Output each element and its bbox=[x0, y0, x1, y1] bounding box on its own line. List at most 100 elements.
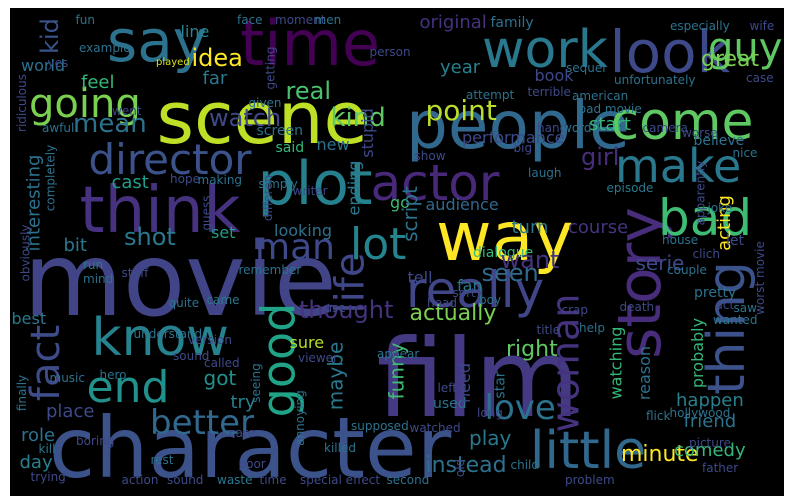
word-yes: yes bbox=[47, 56, 69, 70]
word-sound: sound bbox=[173, 349, 210, 363]
word-shot: shot bbox=[124, 223, 176, 251]
word-head: head bbox=[427, 296, 457, 310]
word-watched: watched bbox=[409, 421, 461, 435]
word-girl: girl bbox=[581, 143, 620, 171]
word-character: character bbox=[49, 399, 452, 496]
word-kid: kid bbox=[35, 18, 64, 54]
word-obviously: obviously bbox=[18, 224, 33, 282]
word-writer: writer bbox=[292, 184, 328, 198]
word-cloud: film movie character scene people time way thin… bbox=[10, 8, 784, 496]
word-sure: sure bbox=[289, 333, 325, 352]
word-help: help bbox=[579, 321, 605, 335]
word-role: role bbox=[21, 425, 56, 446]
word-set: set bbox=[211, 223, 236, 242]
word-picture: picture bbox=[689, 436, 731, 450]
word-guess: guess bbox=[199, 195, 214, 231]
word-title: title bbox=[536, 323, 560, 337]
word-left: left bbox=[437, 381, 457, 395]
word-house: house bbox=[662, 233, 699, 247]
word-men: men bbox=[314, 13, 342, 27]
word-pretty: pretty bbox=[694, 285, 737, 301]
word-kind: kind bbox=[330, 103, 386, 133]
word-stuff: stuff bbox=[121, 266, 149, 280]
word-supposed: supposed bbox=[351, 419, 409, 433]
word-used: used bbox=[433, 396, 467, 412]
word-time: time bbox=[240, 8, 381, 80]
word-long: long bbox=[477, 406, 503, 420]
word-viewer: viewer bbox=[298, 351, 338, 365]
word-ending: ending bbox=[343, 160, 363, 216]
word-seeing: seeing bbox=[248, 363, 263, 403]
word-face: face bbox=[237, 13, 263, 27]
word-action: action bbox=[121, 473, 159, 487]
word-said: said bbox=[275, 140, 305, 156]
word-play: play bbox=[469, 426, 512, 450]
word-hope: hope bbox=[170, 172, 200, 186]
word-looking: looking bbox=[274, 221, 333, 240]
word-boring: boring bbox=[76, 434, 115, 448]
word-want: want bbox=[500, 246, 560, 274]
word-use: use bbox=[324, 301, 346, 315]
word-episode: episode bbox=[606, 181, 654, 195]
word-day: day bbox=[19, 452, 53, 473]
word-big: big bbox=[513, 141, 533, 155]
word-rest: rest bbox=[150, 453, 174, 467]
word-american: american bbox=[572, 89, 629, 103]
word-go: go bbox=[390, 193, 410, 212]
word-special-effect: special effect bbox=[300, 473, 381, 487]
word-reason: reason bbox=[635, 345, 655, 401]
word-given: given bbox=[248, 96, 282, 110]
word-hero: hero bbox=[99, 368, 127, 382]
word-got: got bbox=[203, 366, 237, 390]
word-family: family bbox=[490, 15, 534, 31]
word-comedy: comedy bbox=[674, 440, 746, 461]
word-dialogue: dialogue bbox=[473, 245, 534, 261]
word-come: come bbox=[610, 92, 754, 152]
word-hand: hand bbox=[537, 121, 568, 135]
word-love: love bbox=[484, 388, 556, 428]
word-boy: boy bbox=[479, 293, 502, 307]
word-turn: turn bbox=[511, 217, 549, 238]
word-point: point bbox=[425, 94, 497, 127]
word-plot: plot bbox=[257, 149, 373, 219]
word-world: world bbox=[21, 56, 66, 75]
word-played: played bbox=[156, 57, 190, 68]
word-bad-movie: bad movie bbox=[578, 102, 642, 116]
word-clich: clich bbox=[692, 247, 720, 261]
word-happen: happen bbox=[676, 390, 744, 411]
word-case: case bbox=[746, 71, 774, 85]
word-real: real bbox=[285, 77, 331, 105]
word-minute: minute bbox=[621, 442, 699, 467]
word-joke: joke bbox=[707, 201, 733, 215]
word-fact: fact bbox=[23, 324, 70, 402]
word-going: going bbox=[29, 81, 141, 127]
word-worst-movie: worst movie bbox=[752, 241, 767, 315]
word-let: let bbox=[726, 233, 744, 249]
word-sequel: sequel bbox=[566, 61, 606, 75]
word-bad: bad bbox=[658, 189, 753, 247]
word-guy: guy bbox=[708, 25, 783, 71]
word-poor: poor bbox=[238, 457, 266, 471]
word-worse: worse bbox=[682, 126, 718, 140]
word-director: director bbox=[88, 135, 252, 184]
word-camera: camera bbox=[642, 121, 688, 135]
word-work: work bbox=[482, 20, 608, 80]
word-saw: saw bbox=[733, 301, 757, 315]
word-end: end bbox=[86, 362, 170, 413]
word-differen: differen bbox=[261, 174, 276, 222]
word-problem: problem bbox=[565, 473, 615, 487]
word-watch: watch bbox=[209, 104, 282, 132]
word-called: called bbox=[204, 356, 240, 370]
word-far: far bbox=[202, 68, 228, 89]
word-mean: mean bbox=[73, 109, 147, 139]
word-awful: awful bbox=[42, 121, 75, 135]
word-audience: audience bbox=[425, 195, 499, 214]
word-year: year bbox=[440, 57, 481, 78]
word-right: right bbox=[506, 337, 558, 362]
word-moment: moment bbox=[275, 13, 326, 27]
word-original: original bbox=[419, 12, 487, 33]
word-tell: tell bbox=[407, 268, 433, 287]
word-screen: screen bbox=[256, 123, 304, 139]
word-new: new bbox=[316, 135, 350, 154]
word-wife: wife bbox=[749, 19, 775, 33]
